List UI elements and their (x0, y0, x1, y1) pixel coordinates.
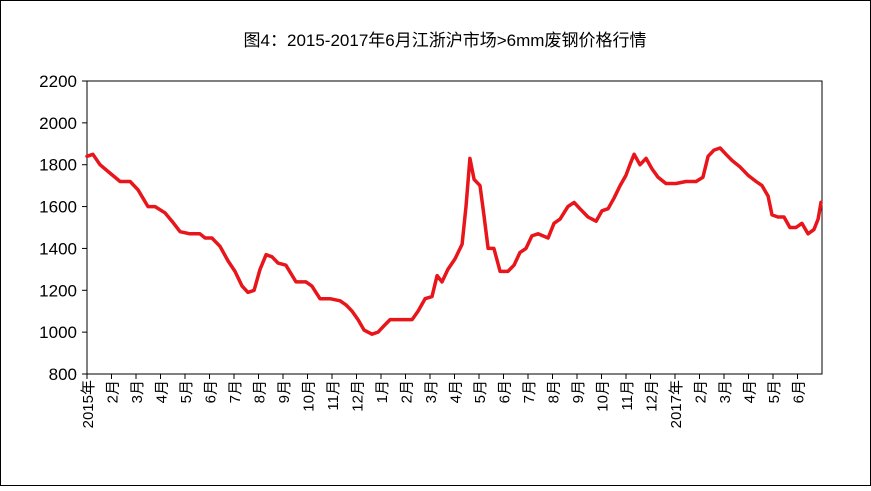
x-tick-label: 12月 (644, 380, 661, 412)
y-tick-label: 2200 (39, 72, 77, 91)
chart-title: 图4：2015-2017年6月江浙沪市场>6mm废钢价格行情 (244, 31, 647, 50)
x-tick-label: 2月 (399, 380, 416, 403)
x-tick-label: 10月 (301, 380, 318, 412)
x-tick-label: 11月 (619, 380, 636, 411)
x-tick-label: 8月 (252, 380, 269, 403)
x-tick-label: 3月 (717, 380, 734, 403)
y-tick-label: 800 (49, 365, 77, 384)
x-tick-label: 12月 (350, 380, 367, 412)
y-tick-label: 1600 (39, 198, 77, 217)
x-tick-label: 5月 (178, 380, 195, 403)
x-tick-label: 7月 (227, 380, 244, 403)
y-tick-label: 1800 (39, 156, 77, 175)
x-tick-label: 4月 (154, 380, 171, 403)
x-tick-label: 5月 (472, 380, 489, 403)
price-line (85, 146, 823, 336)
y-tick-label: 1400 (39, 239, 77, 258)
y-tick-label: 2000 (39, 114, 77, 133)
x-tick-label: 6月 (497, 380, 514, 403)
x-tick-label: 10月 (595, 380, 612, 412)
x-tick-label: 2017年 (668, 380, 685, 428)
x-tick-label: 9月 (570, 380, 587, 403)
x-tick-label: 5月 (766, 380, 783, 403)
x-tick-label: 8月 (546, 380, 563, 403)
x-tick-label: 6月 (791, 380, 808, 403)
x-tick-label: 2015年 (80, 380, 97, 428)
x-tick-label: 4月 (448, 380, 465, 403)
x-tick-label: 11月 (325, 380, 342, 411)
x-tick-label: 6月 (203, 380, 220, 403)
x-tick-label: 7月 (521, 380, 538, 403)
y-tick-label: 1000 (39, 323, 77, 342)
y-tick-label: 1200 (39, 281, 77, 300)
x-tick-label: 4月 (742, 380, 759, 403)
x-tick-label: 2月 (105, 380, 122, 403)
x-tick-label: 2月 (693, 380, 710, 403)
x-tick-label: 3月 (129, 380, 146, 403)
x-tick-label: 9月 (276, 380, 293, 403)
x-tick-label: 3月 (423, 380, 440, 403)
x-tick-label: 1月 (374, 380, 391, 403)
